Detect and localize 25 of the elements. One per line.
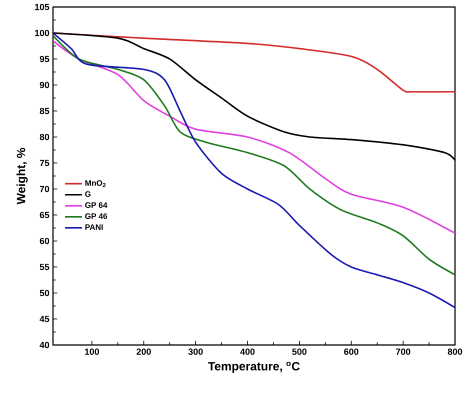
- y-tick-label: 65: [40, 212, 50, 218]
- y-axis-title: Weight, %: [16, 148, 28, 204]
- y-tick-label: 50: [40, 290, 50, 296]
- y-tick-label: 60: [40, 238, 50, 244]
- x-tick-label: 600: [344, 348, 358, 355]
- x-tick-label: 400: [240, 348, 255, 355]
- x-tick-label: 200: [136, 348, 151, 355]
- x-tick-label: 500: [292, 348, 307, 355]
- y-tick-label: 75: [40, 160, 50, 166]
- y-tick-label: 100: [35, 30, 50, 36]
- y-tick-label: 45: [40, 316, 50, 322]
- y-tick-label: 40: [40, 342, 50, 348]
- x-tick-label: 300: [188, 348, 203, 355]
- x-tick-label: 700: [396, 348, 410, 355]
- y-tick-label: 55: [40, 264, 50, 270]
- y-tick-label: 95: [40, 56, 50, 62]
- x-axis-title: Temperature, $^{o}$C: [208, 362, 300, 373]
- y-tick-label: 105: [35, 4, 50, 10]
- x-tick-label: 100: [84, 348, 100, 355]
- y-tick-label: 85: [40, 108, 50, 114]
- y-tick-label: 90: [40, 82, 50, 88]
- x-tick-label: 800: [448, 348, 462, 355]
- line-series: [53, 40, 456, 234]
- y-tick-label: 80: [40, 134, 50, 140]
- y-tick-label: 70: [40, 186, 50, 192]
